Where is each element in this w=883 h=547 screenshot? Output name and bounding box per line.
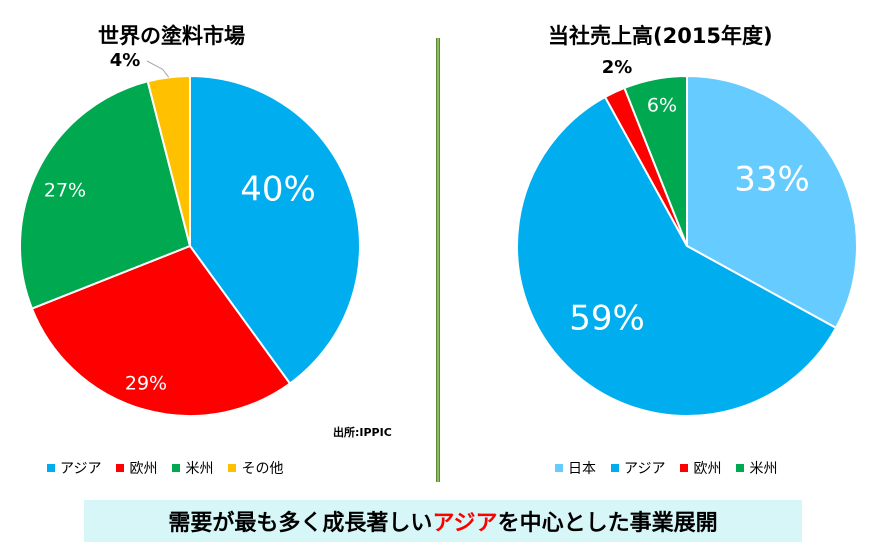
slice-label-0-0: 40% — [240, 170, 316, 210]
source-note: 出所:IPPIC — [333, 426, 392, 439]
legend-label: 欧州 — [693, 461, 722, 477]
banner-text-post: を中心とした事業展開 — [497, 511, 718, 536]
legend-label: 米州 — [749, 461, 778, 477]
pie-slice-1-1 — [516, 95, 838, 417]
slice-label-1-3: 6% — [647, 95, 677, 117]
chart-title-company-sales: 当社売上高(2015年度) — [548, 24, 773, 48]
legend-swatch — [47, 464, 55, 472]
legend-label: アジア — [60, 461, 102, 477]
legend-swatch — [228, 464, 237, 472]
slice-label-0-1: 29% — [125, 373, 167, 395]
legend-swatch — [555, 464, 563, 472]
legend-label: 日本 — [568, 461, 596, 477]
pie-slice-0-0 — [189, 74, 361, 385]
slice-label-1-1: 59% — [569, 299, 645, 339]
pie-slice-1-3 — [623, 74, 688, 247]
slice-label-1-2: 2% — [602, 57, 633, 78]
legend-item: 日本 — [555, 458, 596, 478]
legend-swatch — [172, 464, 181, 472]
legend-swatch — [116, 464, 125, 472]
legend-label: アジア — [624, 461, 666, 477]
pie-slice-0-1 — [30, 244, 292, 417]
legend-label: 欧州 — [129, 461, 158, 477]
slice-label-0-2: 27% — [44, 180, 86, 202]
slice-label-1-0: 33% — [734, 160, 810, 200]
leader-line — [146, 60, 170, 78]
summary-banner: 需要が最も多く成長著しい アジア を中心とした事業展開 — [84, 500, 802, 542]
legend-item: 欧州 — [116, 458, 157, 478]
legend-company-sales: 日本 アジア 欧州 米州 — [555, 458, 777, 478]
banner-text-pre: 需要が最も多く成長著しい — [168, 511, 433, 536]
pie-slice-0-3 — [146, 74, 191, 247]
chart-title-world-market: 世界の塗料市場 — [98, 24, 245, 48]
slice-label-0-3: 4% — [110, 50, 141, 71]
legend-item: 米州 — [172, 458, 213, 478]
legend-item: 米州 — [736, 458, 777, 478]
pie-slice-1-0 — [686, 74, 858, 330]
legend-item: その他 — [228, 458, 283, 478]
pie-slice-0-2 — [19, 80, 192, 310]
banner-highlight: アジア — [432, 511, 498, 536]
legend-label: その他 — [241, 461, 284, 477]
center-divider — [436, 38, 440, 482]
legend-label: 米州 — [185, 461, 214, 477]
legend-world-market: アジア 欧州 米州 その他 — [47, 458, 283, 478]
legend-swatch — [611, 464, 619, 472]
legend-item: 欧州 — [680, 458, 721, 478]
legend-swatch — [736, 464, 745, 472]
legend-item: アジア — [611, 458, 665, 478]
legend-swatch — [680, 464, 689, 472]
legend-item: アジア — [47, 458, 101, 478]
